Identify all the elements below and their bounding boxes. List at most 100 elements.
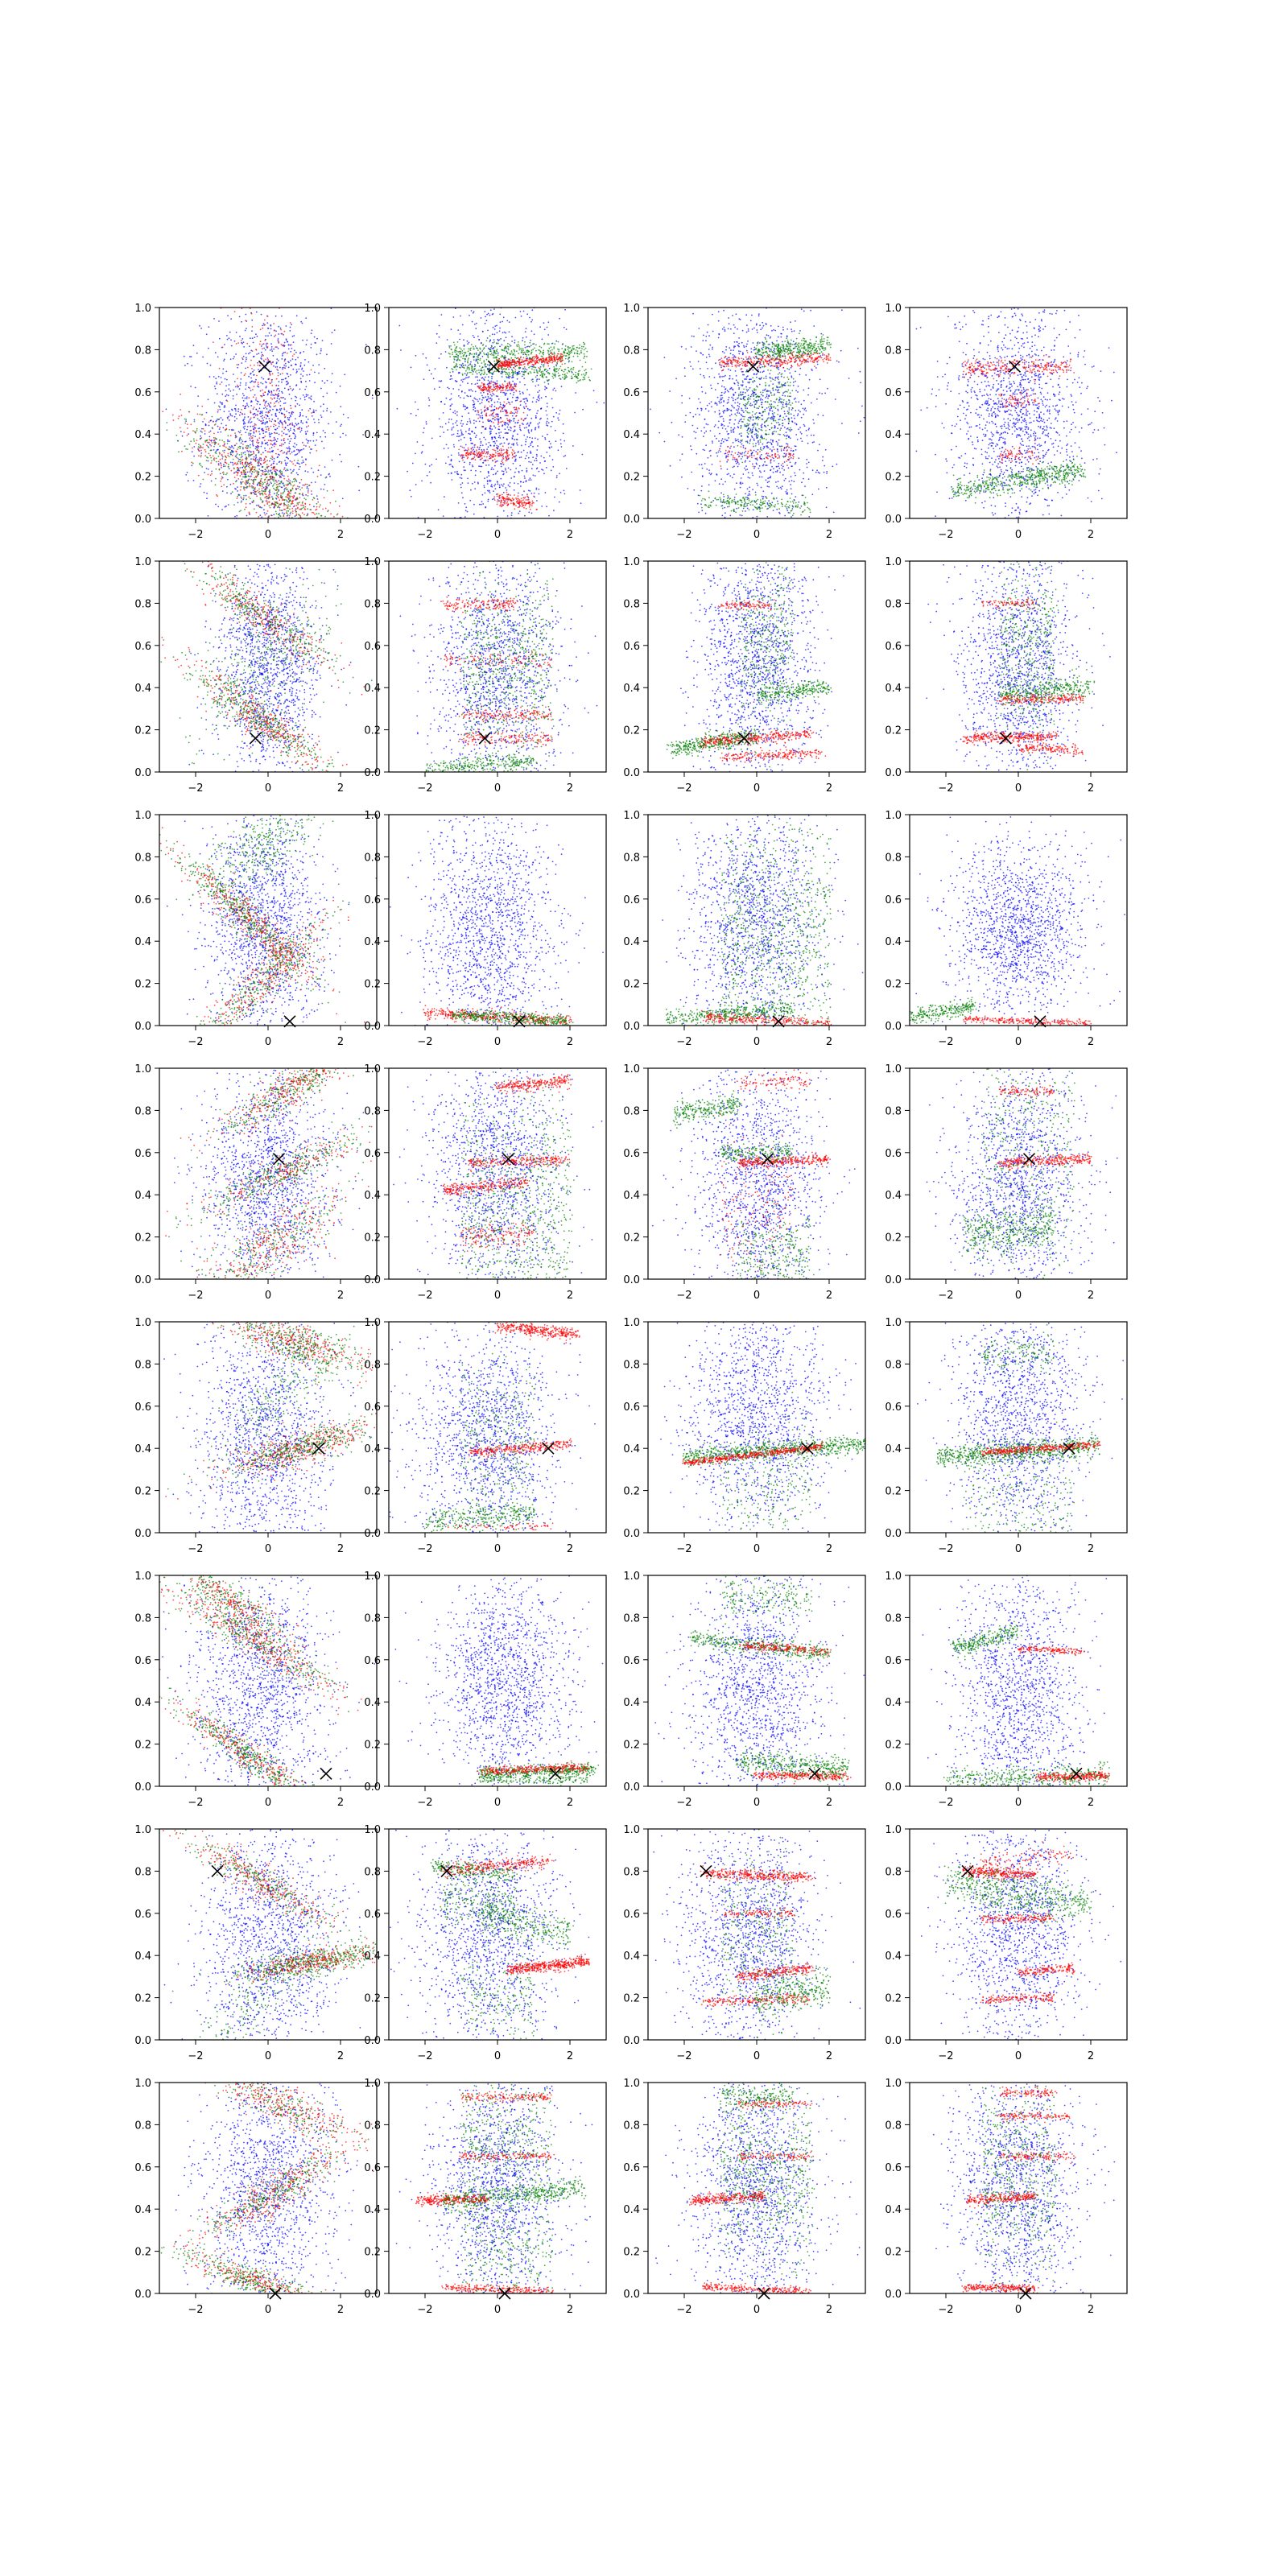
point-background [266,408,268,410]
point-red [561,358,563,360]
point-background [517,439,518,440]
point-background [535,429,536,431]
point-red [250,471,251,473]
point-red [507,361,509,362]
point-background [242,499,244,501]
point-background [261,314,262,316]
point-red [562,364,564,365]
point-background [553,416,555,418]
point-background [515,383,517,385]
point-red [266,405,268,407]
point-background [285,402,287,404]
point-red [242,308,243,310]
point-red [209,455,211,456]
point-red [209,440,211,442]
point-red [283,469,285,471]
point-green [310,509,312,510]
point-background [279,408,281,410]
point-background [423,427,425,429]
point-green [276,492,278,493]
point-red [496,447,497,448]
point-background [517,378,518,380]
point-background [241,442,242,444]
point-green [529,351,530,353]
point-red [268,440,270,441]
point-red [222,347,224,349]
point-green [535,350,537,352]
point-background [248,434,250,436]
point-background [470,470,472,472]
point-background [270,421,272,423]
point-background [497,395,498,397]
point-green [551,346,552,348]
point-background [550,443,551,444]
point-background [188,433,189,435]
point-background [461,365,463,366]
point-background [452,388,454,390]
point-red [292,510,294,512]
point-red [259,365,261,366]
point-red [484,450,485,452]
point-green [458,351,460,353]
point-background [306,394,308,395]
point-background [509,321,510,323]
point-green [532,343,534,345]
point-green [227,443,229,444]
point-green [449,356,451,357]
point-background [282,475,283,477]
point-background [225,506,227,507]
point-green [524,341,526,343]
point-background [484,477,485,479]
point-red [250,463,252,464]
point-green [268,498,270,500]
point-green [283,485,285,487]
point-background [477,374,478,375]
point-red [535,363,536,365]
point-background [242,456,243,457]
point-red [514,388,515,390]
point-red [474,444,476,446]
point-red [256,495,258,497]
point-background [505,415,506,416]
point-background [285,434,287,436]
point-background [259,413,261,415]
point-red [282,345,283,347]
point-background [460,333,461,335]
point-background [526,336,527,338]
point-red [509,365,510,367]
point-green [232,452,233,454]
point-background [222,419,224,421]
point-green [245,472,246,473]
point-background [260,416,262,418]
point-green [237,469,239,470]
point-background [266,470,267,472]
point-background [522,376,523,378]
point-background [539,378,540,380]
point-red [260,328,262,330]
point-red [180,394,181,395]
point-background [283,475,285,477]
point-background [485,316,486,317]
point-background [258,458,260,460]
point-background [315,481,316,483]
point-red [514,456,515,457]
point-background [225,371,227,373]
point-green [573,356,575,357]
point-background [237,502,239,504]
point-red [530,509,531,510]
point-green [508,375,510,377]
point-red [271,456,273,457]
point-background [472,466,473,468]
point-background [263,323,265,324]
point-background [235,386,237,388]
point-red [252,389,254,390]
point-background [303,448,304,450]
point-red [244,406,246,407]
point-background [479,398,481,400]
point-background [482,377,484,378]
point-green [483,353,485,354]
point-red [269,448,270,450]
point-green [505,381,506,382]
point-background [245,423,246,424]
point-background [438,509,440,510]
